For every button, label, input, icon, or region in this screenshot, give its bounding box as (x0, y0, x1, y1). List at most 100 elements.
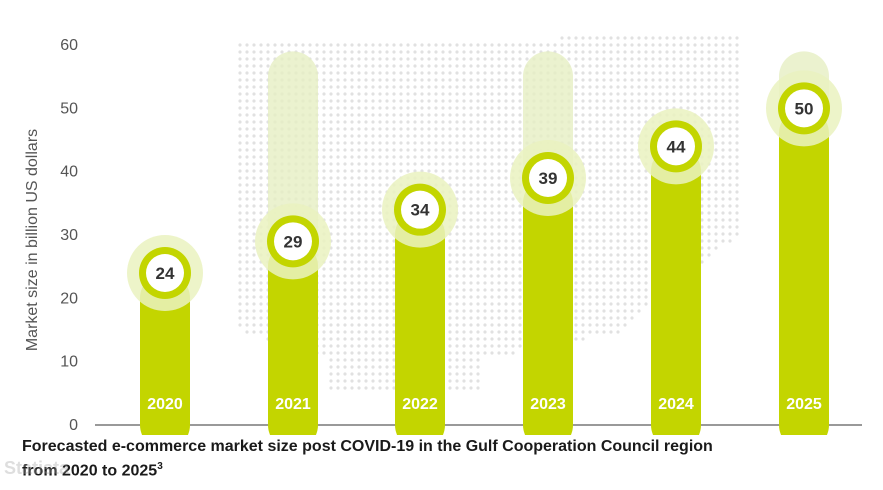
map-dot (637, 246, 641, 250)
map-dot (581, 309, 585, 313)
map-dot (434, 141, 438, 145)
map-dot (420, 155, 424, 159)
map-dot (455, 309, 459, 313)
map-dot (497, 64, 501, 68)
map-dot (588, 225, 592, 229)
map-dot (504, 169, 508, 173)
map-dot (336, 106, 340, 110)
map-dot (245, 267, 249, 271)
map-dot (707, 183, 711, 187)
map-dot (336, 176, 340, 180)
map-dot (735, 232, 739, 236)
map-dot (630, 134, 634, 138)
map-dot (581, 127, 585, 131)
map-dot (700, 57, 704, 61)
map-dot (686, 50, 690, 54)
map-dot (511, 351, 515, 355)
map-dot (539, 43, 543, 47)
map-dot (616, 330, 620, 334)
map-dot (455, 372, 459, 376)
map-dot (623, 120, 627, 124)
map-dot (497, 50, 501, 54)
map-dot (252, 309, 256, 313)
map-dot (427, 85, 431, 89)
map-dot (455, 386, 459, 390)
map-dot (721, 232, 725, 236)
map-dot (455, 120, 459, 124)
map-dot (364, 183, 368, 187)
map-dot (637, 113, 641, 117)
map-dot (630, 204, 634, 208)
map-dot (329, 50, 333, 54)
map-dot (238, 120, 242, 124)
map-dot (385, 246, 389, 250)
map-dot (630, 127, 634, 131)
map-dot (609, 155, 613, 159)
map-dot (644, 204, 648, 208)
map-dot (728, 71, 732, 75)
map-dot (329, 78, 333, 82)
map-dot (378, 330, 382, 334)
map-dot (455, 302, 459, 306)
map-dot (259, 330, 263, 334)
map-dot (609, 288, 613, 292)
map-dot (357, 379, 361, 383)
map-dot (336, 197, 340, 201)
map-dot (392, 379, 396, 383)
map-dot (378, 232, 382, 236)
map-dot (462, 141, 466, 145)
map-dot (728, 85, 732, 89)
map-dot (371, 85, 375, 89)
map-dot (504, 113, 508, 117)
map-dot (616, 155, 620, 159)
map-dot (469, 141, 473, 145)
map-dot (378, 316, 382, 320)
map-dot (462, 281, 466, 285)
map-dot (448, 344, 452, 348)
map-dot (469, 197, 473, 201)
map-dot (700, 204, 704, 208)
map-dot (602, 85, 606, 89)
map-dot (588, 183, 592, 187)
map-dot (364, 155, 368, 159)
map-dot (392, 71, 396, 75)
map-dot (364, 351, 368, 355)
map-dot (623, 295, 627, 299)
map-dot (707, 78, 711, 82)
map-dot (476, 99, 480, 103)
map-dot (455, 71, 459, 75)
map-dot (336, 295, 340, 299)
map-dot (385, 141, 389, 145)
map-dot (343, 330, 347, 334)
map-dot (476, 85, 480, 89)
map-dot (469, 316, 473, 320)
map-dot (413, 113, 417, 117)
map-dot (490, 64, 494, 68)
map-dot (448, 134, 452, 138)
map-dot (511, 267, 515, 271)
map-dot (385, 99, 389, 103)
map-dot (385, 127, 389, 131)
map-dot (469, 358, 473, 362)
map-dot (266, 57, 270, 61)
map-dot (665, 43, 669, 47)
map-dot (616, 309, 620, 313)
map-dot (371, 113, 375, 117)
map-dot (483, 274, 487, 278)
map-dot (588, 162, 592, 166)
map-dot (259, 302, 263, 306)
map-dot (245, 64, 249, 68)
map-dot (609, 204, 613, 208)
map-dot (497, 344, 501, 348)
map-dot (469, 134, 473, 138)
map-dot (714, 71, 718, 75)
map-dot (427, 148, 431, 152)
map-dot (392, 169, 396, 173)
map-dot (469, 267, 473, 271)
map-dot (476, 78, 480, 82)
map-dot (588, 120, 592, 124)
map-dot (329, 337, 333, 341)
map-dot (714, 50, 718, 54)
map-dot (427, 99, 431, 103)
